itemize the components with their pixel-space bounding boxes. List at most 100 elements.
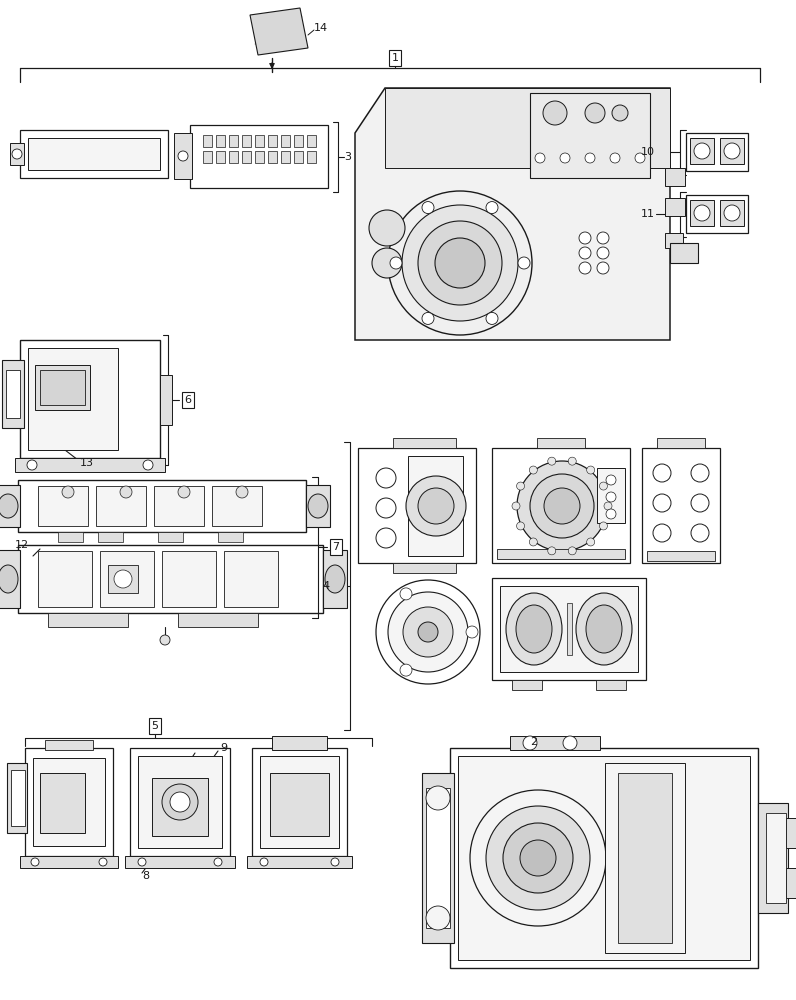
Text: 5: 5 <box>151 721 158 731</box>
Bar <box>260 756 339 848</box>
Bar <box>393 438 456 448</box>
Bar <box>358 448 476 563</box>
Ellipse shape <box>426 906 450 930</box>
Ellipse shape <box>568 457 576 465</box>
Ellipse shape <box>635 153 645 163</box>
Ellipse shape <box>214 858 222 866</box>
Ellipse shape <box>517 482 525 490</box>
Bar <box>20 340 160 458</box>
Bar <box>665 233 683 248</box>
Ellipse shape <box>376 498 396 518</box>
Ellipse shape <box>376 528 396 548</box>
Ellipse shape <box>544 488 580 524</box>
Ellipse shape <box>486 312 498 324</box>
Text: 1: 1 <box>392 53 399 63</box>
Text: 6: 6 <box>185 395 192 405</box>
Ellipse shape <box>400 588 412 600</box>
Bar <box>18 480 306 532</box>
Bar <box>138 756 222 848</box>
Bar <box>500 586 638 672</box>
Ellipse shape <box>160 635 170 645</box>
Bar <box>108 565 138 593</box>
Ellipse shape <box>426 786 450 810</box>
Ellipse shape <box>99 858 107 866</box>
Bar <box>597 468 625 523</box>
Bar <box>96 486 146 526</box>
Ellipse shape <box>372 248 402 278</box>
Bar <box>158 532 183 542</box>
Ellipse shape <box>597 262 609 274</box>
Bar <box>690 138 714 164</box>
Bar <box>530 93 650 178</box>
Ellipse shape <box>520 840 556 876</box>
Ellipse shape <box>418 622 438 642</box>
Ellipse shape <box>694 143 710 159</box>
Ellipse shape <box>585 153 595 163</box>
Ellipse shape <box>62 486 74 498</box>
Bar <box>35 365 90 410</box>
Text: 12: 12 <box>15 540 29 550</box>
Ellipse shape <box>518 257 530 269</box>
Bar <box>7 763 27 833</box>
Bar <box>28 348 118 450</box>
Bar <box>98 532 123 542</box>
Ellipse shape <box>114 570 132 588</box>
Bar <box>720 200 744 226</box>
Bar <box>268 151 277 163</box>
Bar <box>408 456 463 556</box>
Ellipse shape <box>418 221 502 305</box>
Ellipse shape <box>599 522 607 530</box>
Bar <box>2 360 24 428</box>
Bar <box>160 375 172 425</box>
Ellipse shape <box>331 858 339 866</box>
Bar <box>306 485 330 527</box>
Text: 14: 14 <box>314 23 328 33</box>
Bar <box>307 151 316 163</box>
Polygon shape <box>250 8 308 55</box>
Ellipse shape <box>517 461 607 551</box>
Ellipse shape <box>0 565 18 593</box>
Ellipse shape <box>486 202 498 214</box>
Bar <box>252 748 347 856</box>
Bar <box>20 856 118 868</box>
Ellipse shape <box>31 858 39 866</box>
Bar <box>125 856 235 868</box>
Bar <box>720 138 744 164</box>
Bar <box>605 763 685 953</box>
Ellipse shape <box>12 149 22 159</box>
Bar <box>130 748 230 856</box>
Ellipse shape <box>138 858 146 866</box>
Bar <box>393 563 456 573</box>
Ellipse shape <box>535 153 545 163</box>
Ellipse shape <box>529 538 537 546</box>
Bar <box>255 135 264 147</box>
Bar <box>190 125 328 188</box>
Bar <box>450 748 758 968</box>
Ellipse shape <box>376 468 396 488</box>
Text: 3: 3 <box>344 152 351 162</box>
Bar <box>58 532 83 542</box>
Bar <box>510 736 600 750</box>
Text: 13: 13 <box>80 458 94 468</box>
Ellipse shape <box>403 607 453 657</box>
Ellipse shape <box>422 202 434 214</box>
Bar <box>458 756 750 960</box>
Bar <box>229 151 238 163</box>
Ellipse shape <box>388 191 532 335</box>
Bar <box>33 758 105 846</box>
Ellipse shape <box>406 476 466 536</box>
Polygon shape <box>385 88 670 168</box>
Bar <box>492 578 646 680</box>
Bar <box>48 613 128 627</box>
Bar <box>323 550 347 608</box>
Bar <box>216 151 225 163</box>
Ellipse shape <box>27 460 37 470</box>
Text: 7: 7 <box>333 542 340 552</box>
Bar <box>162 551 216 607</box>
Bar <box>281 135 290 147</box>
Bar <box>242 135 251 147</box>
Ellipse shape <box>325 565 345 593</box>
Ellipse shape <box>585 103 605 123</box>
Ellipse shape <box>400 664 412 676</box>
Bar <box>0 485 20 527</box>
